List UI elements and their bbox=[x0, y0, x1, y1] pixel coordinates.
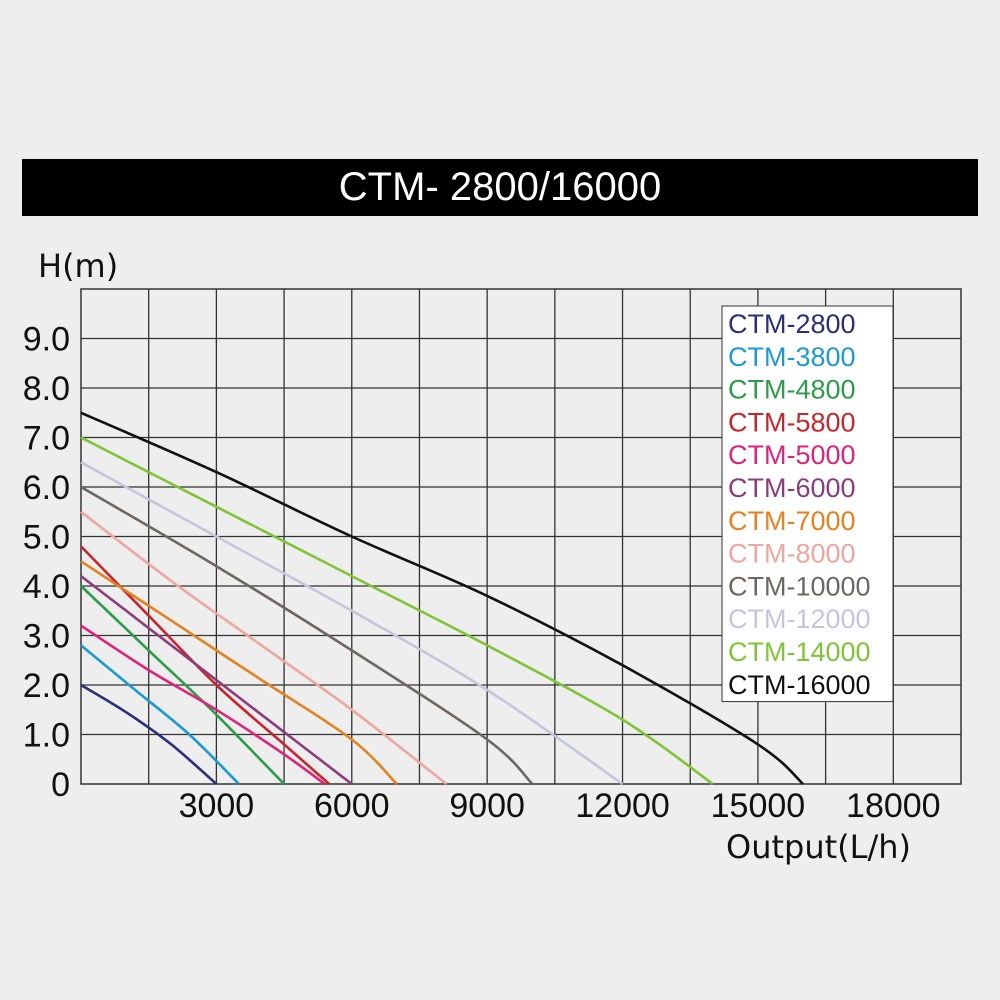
legend-entry: CTM-10000 bbox=[728, 571, 871, 601]
x-axis-label: Output(L/h) bbox=[726, 828, 911, 866]
y-tick-label: 6.0 bbox=[23, 469, 70, 507]
legend-entry: CTM-14000 bbox=[728, 637, 871, 667]
legend-entry: CTM-2800 bbox=[728, 309, 856, 339]
y-tick-label: 8.0 bbox=[23, 370, 70, 408]
legend-entry: CTM-7000 bbox=[728, 506, 856, 536]
y-tick-label: 9.0 bbox=[23, 321, 70, 359]
series-line-ctm-12000 bbox=[80, 461, 624, 786]
y-axis-label: H(m) bbox=[38, 247, 118, 285]
y-tick-label: 0 bbox=[51, 766, 70, 804]
y-tick-label: 7.0 bbox=[23, 420, 70, 458]
series-line-ctm-3800 bbox=[80, 644, 240, 785]
legend-entry: CTM-5000 bbox=[728, 440, 856, 470]
series-line-ctm-4800 bbox=[80, 585, 286, 785]
y-tick-label: 4.0 bbox=[23, 568, 70, 606]
x-tick-label: 9000 bbox=[449, 787, 525, 825]
series-line-ctm-8000 bbox=[80, 510, 448, 786]
series-line-ctm-16000 bbox=[80, 411, 804, 785]
y-tick-label: 2.0 bbox=[23, 667, 70, 705]
legend-entry: CTM-8000 bbox=[728, 539, 856, 569]
series-line-ctm-7000 bbox=[80, 560, 398, 785]
x-tick-label: 12000 bbox=[575, 787, 670, 825]
series-line-ctm-2800 bbox=[80, 683, 218, 785]
y-tick-label: 1.0 bbox=[23, 717, 70, 755]
y-tick-label: 3.0 bbox=[23, 618, 70, 656]
legend-entry: CTM-5800 bbox=[728, 407, 856, 437]
x-tick-label: 15000 bbox=[711, 787, 806, 825]
x-tick-label: 6000 bbox=[314, 787, 390, 825]
legend-entry: CTM-4800 bbox=[728, 375, 856, 405]
legend-entry: CTM-16000 bbox=[728, 670, 871, 700]
legend-entry: CTM-12000 bbox=[728, 604, 871, 634]
series-line-ctm-10000 bbox=[80, 485, 534, 785]
legend-entry: CTM-6000 bbox=[728, 473, 856, 503]
chart-title: CTM- 2800/16000 bbox=[22, 159, 978, 216]
legend-entry: CTM-3800 bbox=[728, 342, 856, 372]
x-tick-label: 3000 bbox=[179, 787, 255, 825]
series-line-ctm-5000 bbox=[80, 624, 326, 786]
legend-box bbox=[721, 305, 894, 703]
x-tick-label: 18000 bbox=[846, 787, 941, 825]
series-line-ctm-6000 bbox=[80, 575, 353, 786]
series-line-ctm-14000 bbox=[80, 436, 714, 786]
y-tick-label: 5.0 bbox=[23, 519, 70, 557]
